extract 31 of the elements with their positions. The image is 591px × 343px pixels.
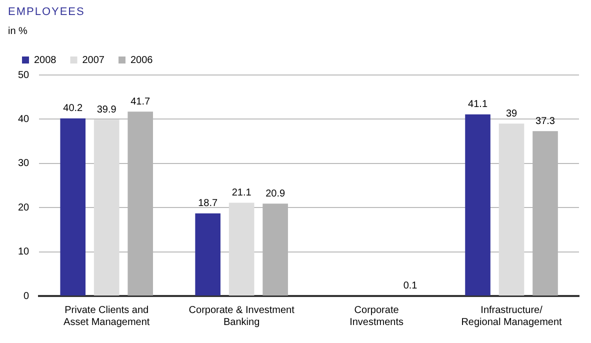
data-label: 21.1 <box>232 187 252 198</box>
y-tick-label: 50 <box>18 70 30 81</box>
data-label: 20.9 <box>266 188 286 200</box>
bar <box>498 124 524 296</box>
data-label: 41.7 <box>130 96 151 108</box>
x-tick-label: Corporate Investments <box>350 304 404 328</box>
y-tick-label: 10 <box>18 246 30 258</box>
y-tick-label: 30 <box>18 158 30 170</box>
legend-label: 2008 <box>34 54 57 66</box>
x-tick-label: Private Clients and Asset Management <box>64 304 150 328</box>
data-label: 39.9 <box>96 104 117 116</box>
bar <box>195 213 220 296</box>
data-label: 18.7 <box>198 198 218 210</box>
bar <box>60 118 86 296</box>
y-tick-label: 40 <box>18 114 30 125</box>
legend-label: 2007 <box>82 54 105 66</box>
bar <box>94 120 120 296</box>
bar <box>228 202 254 296</box>
y-axis-title: in % <box>8 26 28 37</box>
x-tick-label: Corporate & Investment Banking <box>188 304 295 328</box>
y-tick-label: 0 <box>24 290 30 302</box>
data-label: 37.3 <box>536 116 556 127</box>
data-label: 0.1 <box>403 280 418 292</box>
chart-title: EMPLOYEES <box>8 6 86 18</box>
y-tick-label: 20 <box>18 202 30 214</box>
x-tick-label: Infrastructure/ Regional Management <box>461 304 562 328</box>
data-label: 40.2 <box>63 103 84 114</box>
data-label: 39 <box>506 108 518 120</box>
legend-label: 2006 <box>130 54 154 66</box>
data-label: 41.1 <box>468 99 488 110</box>
bar <box>465 114 490 296</box>
